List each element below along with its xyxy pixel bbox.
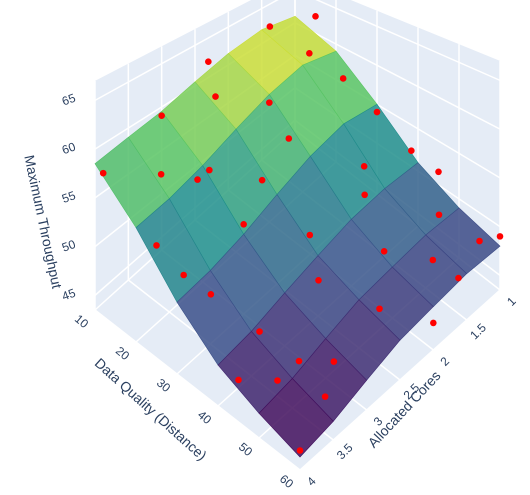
y-tick-label: 20 <box>113 344 132 364</box>
data-point <box>205 58 212 65</box>
data-point <box>306 49 313 57</box>
data-point <box>361 191 368 199</box>
grid-line <box>94 0 279 102</box>
x-tick-label: 4 <box>304 474 319 489</box>
data-point <box>321 393 329 400</box>
data-point <box>306 231 314 239</box>
data-point <box>158 112 165 119</box>
z-axis-title: Maximum Throughput <box>21 154 65 290</box>
data-point <box>435 168 442 176</box>
data-point <box>258 176 266 184</box>
grid-line <box>315 0 501 82</box>
data-point <box>373 108 381 116</box>
z-tick-label: 65 <box>60 91 78 109</box>
z-tick-label: 45 <box>60 286 78 304</box>
data-point <box>360 163 368 170</box>
data-point <box>194 176 201 183</box>
x-tick-label: 2 <box>437 354 452 369</box>
data-point <box>380 247 388 255</box>
z-tick-label: 55 <box>60 188 78 206</box>
grid-line <box>294 22 501 130</box>
z-tick-label: 50 <box>60 237 78 255</box>
data-point <box>476 237 483 245</box>
y-tick-label: 60 <box>277 472 296 492</box>
data-point <box>274 377 281 384</box>
surface-patch <box>258 378 334 458</box>
data-point <box>330 358 338 365</box>
grid-line <box>94 309 301 471</box>
data-point <box>207 291 215 298</box>
data-point <box>266 99 273 106</box>
y-tick-label: 10 <box>72 312 91 332</box>
data-point <box>496 233 504 240</box>
x-tick-label: 3.5 <box>334 440 356 462</box>
data-point <box>339 75 347 82</box>
data-point <box>429 256 437 264</box>
data-point <box>240 221 247 228</box>
data-point <box>285 135 293 142</box>
data-point <box>153 242 160 249</box>
y-tick-label: 30 <box>154 376 173 396</box>
y-tick-label: 50 <box>236 440 255 460</box>
data-point <box>430 319 437 327</box>
data-point <box>408 147 415 154</box>
data-point <box>266 23 274 30</box>
data-point <box>157 170 165 178</box>
data-point <box>376 305 383 313</box>
data-point <box>296 447 304 454</box>
data-point <box>235 376 242 384</box>
data-point <box>256 328 263 335</box>
surface <box>94 15 501 458</box>
data-point <box>312 13 319 20</box>
y-tick-label: 40 <box>195 408 214 428</box>
data-point <box>315 276 322 284</box>
data-point <box>455 274 462 282</box>
data-point <box>435 211 443 219</box>
grid-line <box>299 289 501 471</box>
data-point <box>180 271 187 279</box>
points <box>99 13 504 454</box>
data-point <box>295 357 303 365</box>
data-point <box>99 169 107 177</box>
x-tick-label: 1.5 <box>467 320 489 342</box>
z-tick-label: 60 <box>60 139 78 157</box>
x-tick-label: 1 <box>504 294 519 309</box>
data-point <box>212 93 219 100</box>
data-point <box>206 166 213 174</box>
